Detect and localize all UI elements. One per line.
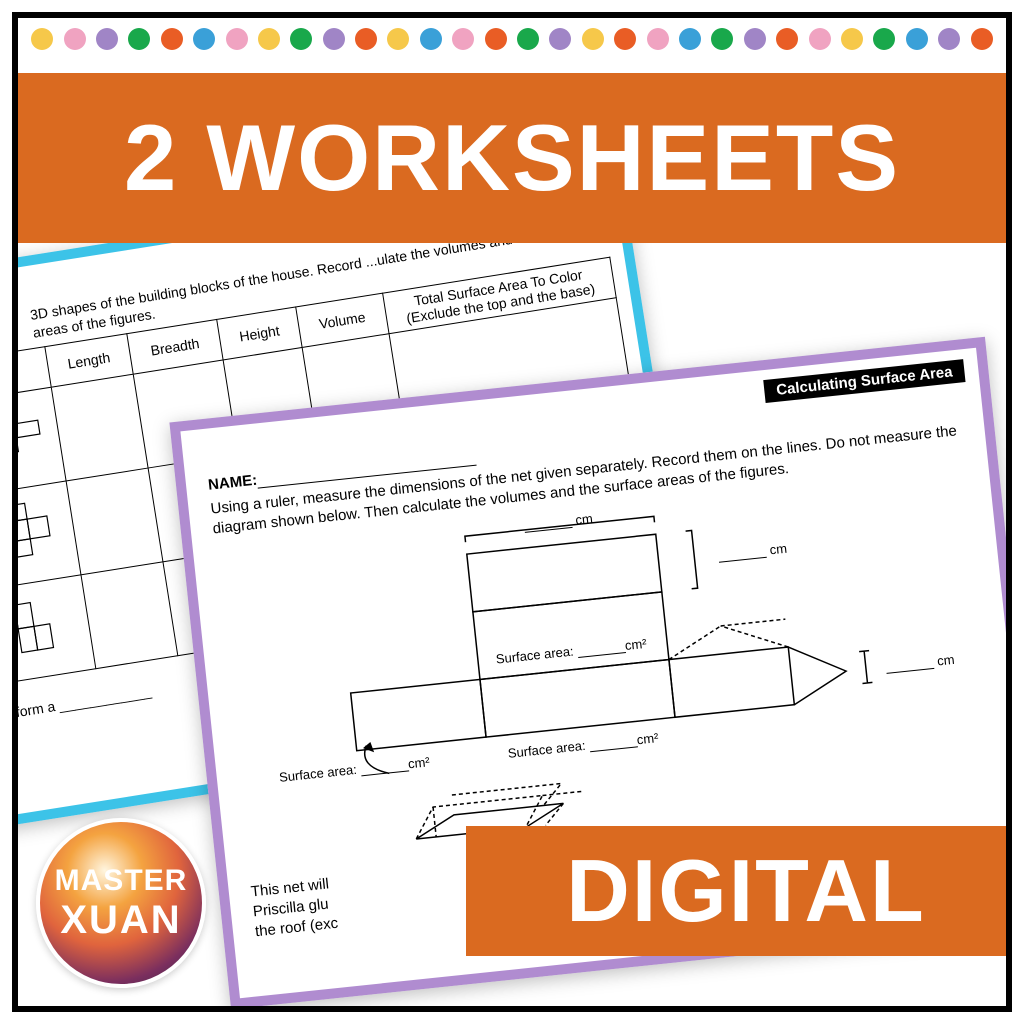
logo-line2: XUAN bbox=[60, 898, 181, 943]
dot-icon bbox=[841, 28, 863, 50]
dot-icon bbox=[549, 28, 571, 50]
banner-bottom-text: DIGITAL bbox=[566, 840, 925, 942]
dot-icon bbox=[679, 28, 701, 50]
dot-icon bbox=[258, 28, 280, 50]
net-icon bbox=[12, 495, 64, 577]
dot-icon bbox=[938, 28, 960, 50]
dot-icon bbox=[128, 28, 150, 50]
product-frame: Volume And Surface Area 3D shapes of the… bbox=[12, 12, 1012, 1012]
dot-icon bbox=[161, 28, 183, 50]
banner-bottom: DIGITAL bbox=[466, 826, 1012, 956]
dot-icon bbox=[452, 28, 474, 50]
dot-icon bbox=[64, 28, 86, 50]
dot-icon bbox=[323, 28, 345, 50]
dot-icon bbox=[355, 28, 377, 50]
dot-icon bbox=[31, 28, 53, 50]
dot-icon bbox=[582, 28, 604, 50]
banner-top-text: 2 WORKSHEETS bbox=[124, 104, 900, 212]
dot-icon bbox=[517, 28, 539, 50]
dot-icon bbox=[226, 28, 248, 50]
banner-top: 2 WORKSHEETS bbox=[12, 73, 1012, 243]
net-icon bbox=[12, 588, 79, 670]
dot-icon bbox=[387, 28, 409, 50]
name-label: NAME: bbox=[207, 472, 258, 494]
dot-icon bbox=[290, 28, 312, 50]
dot-icon bbox=[614, 28, 636, 50]
dot-icon bbox=[711, 28, 733, 50]
dot-icon bbox=[96, 28, 118, 50]
dot-icon bbox=[744, 28, 766, 50]
logo-line1: MASTER bbox=[55, 864, 188, 898]
dot-icon bbox=[485, 28, 507, 50]
brand-logo: MASTER XUAN bbox=[36, 818, 206, 988]
dot-icon bbox=[971, 28, 993, 50]
dot-icon bbox=[420, 28, 442, 50]
front-title-bar: Calculating Surface Area bbox=[763, 359, 965, 403]
dot-icon bbox=[809, 28, 831, 50]
dot-icon bbox=[193, 28, 215, 50]
dot-icon bbox=[873, 28, 895, 50]
dot-icon bbox=[776, 28, 798, 50]
decorative-dots-row bbox=[18, 28, 1006, 50]
dot-icon bbox=[647, 28, 669, 50]
dot-icon bbox=[906, 28, 928, 50]
net-icon bbox=[12, 401, 49, 483]
